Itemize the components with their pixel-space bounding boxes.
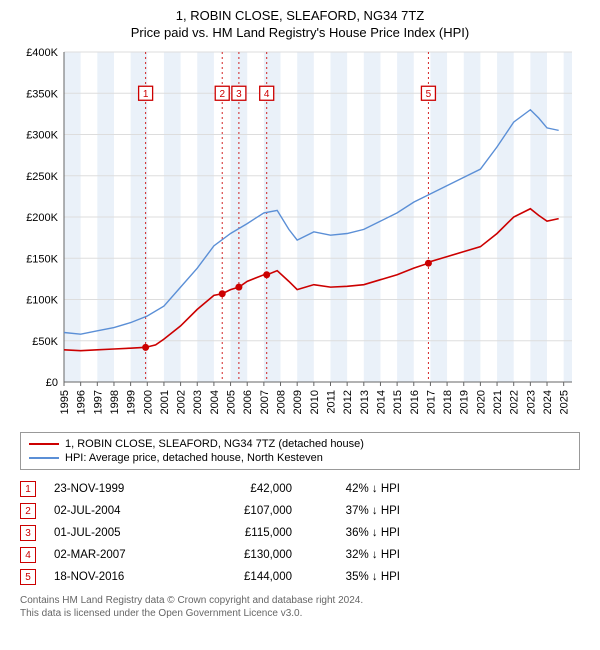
transaction-diff: 32% ↓ HPI xyxy=(310,549,400,561)
svg-text:£350K: £350K xyxy=(26,88,58,100)
svg-text:2010: 2010 xyxy=(309,390,321,414)
svg-text:£100K: £100K xyxy=(26,295,58,307)
svg-text:£250K: £250K xyxy=(26,171,58,183)
svg-text:2020: 2020 xyxy=(475,390,487,414)
svg-text:2006: 2006 xyxy=(242,390,254,414)
transaction-badge: 4 xyxy=(20,547,36,563)
legend: 1, ROBIN CLOSE, SLEAFORD, NG34 7TZ (deta… xyxy=(20,432,580,470)
svg-text:1998: 1998 xyxy=(109,390,121,414)
transaction-price: £107,000 xyxy=(202,505,292,517)
svg-text:2018: 2018 xyxy=(442,390,454,414)
title-address: 1, ROBIN CLOSE, SLEAFORD, NG34 7TZ xyxy=(10,8,590,23)
transaction-date: 02-JUL-2004 xyxy=(54,505,184,517)
transaction-price: £42,000 xyxy=(202,483,292,495)
svg-text:2012: 2012 xyxy=(342,390,354,414)
svg-text:2022: 2022 xyxy=(509,390,521,414)
svg-text:2003: 2003 xyxy=(192,390,204,414)
legend-label: 1, ROBIN CLOSE, SLEAFORD, NG34 7TZ (deta… xyxy=(65,438,364,450)
svg-text:2024: 2024 xyxy=(542,390,554,414)
transaction-badge: 5 xyxy=(20,569,36,585)
page-container: 1, ROBIN CLOSE, SLEAFORD, NG34 7TZ Price… xyxy=(0,0,600,650)
svg-text:2005: 2005 xyxy=(226,390,238,414)
legend-label: HPI: Average price, detached house, Nort… xyxy=(65,452,323,464)
transaction-badge: 3 xyxy=(20,525,36,541)
svg-text:2013: 2013 xyxy=(359,390,371,414)
transaction-badge: 2 xyxy=(20,503,36,519)
transaction-diff: 37% ↓ HPI xyxy=(310,505,400,517)
transaction-row: 2 02-JUL-2004 £107,000 37% ↓ HPI xyxy=(20,500,580,522)
svg-text:2011: 2011 xyxy=(325,390,337,414)
svg-text:1: 1 xyxy=(143,89,149,100)
transaction-date: 23-NOV-1999 xyxy=(54,483,184,495)
transaction-date: 01-JUL-2005 xyxy=(54,527,184,539)
svg-text:£50K: £50K xyxy=(32,336,58,348)
svg-text:2017: 2017 xyxy=(425,390,437,414)
svg-text:2016: 2016 xyxy=(409,390,421,414)
svg-text:2015: 2015 xyxy=(392,390,404,414)
svg-text:2008: 2008 xyxy=(276,390,288,414)
svg-text:2001: 2001 xyxy=(159,390,171,414)
svg-text:2000: 2000 xyxy=(142,390,154,414)
svg-text:1999: 1999 xyxy=(126,390,138,414)
transaction-row: 3 01-JUL-2005 £115,000 36% ↓ HPI xyxy=(20,522,580,544)
legend-item: 1, ROBIN CLOSE, SLEAFORD, NG34 7TZ (deta… xyxy=(29,437,571,451)
svg-text:2025: 2025 xyxy=(559,390,571,414)
transaction-price: £130,000 xyxy=(202,549,292,561)
svg-text:1996: 1996 xyxy=(76,390,88,414)
legend-swatch xyxy=(29,457,59,459)
transaction-row: 1 23-NOV-1999 £42,000 42% ↓ HPI xyxy=(20,478,580,500)
svg-text:1995: 1995 xyxy=(59,390,71,414)
transaction-price: £115,000 xyxy=(202,527,292,539)
legend-swatch xyxy=(29,443,59,445)
svg-text:£0: £0 xyxy=(46,377,58,389)
legend-item: HPI: Average price, detached house, Nort… xyxy=(29,451,571,465)
transaction-row: 4 02-MAR-2007 £130,000 32% ↓ HPI xyxy=(20,544,580,566)
svg-text:2002: 2002 xyxy=(176,390,188,414)
transaction-badge: 1 xyxy=(20,481,36,497)
svg-text:£200K: £200K xyxy=(26,212,58,224)
transaction-date: 18-NOV-2016 xyxy=(54,571,184,583)
transaction-row: 5 18-NOV-2016 £144,000 35% ↓ HPI xyxy=(20,566,580,588)
footer-line-1: Contains HM Land Registry data © Crown c… xyxy=(20,594,580,607)
svg-text:2004: 2004 xyxy=(209,390,221,414)
svg-text:2007: 2007 xyxy=(259,390,271,414)
transaction-diff: 36% ↓ HPI xyxy=(310,527,400,539)
svg-text:1997: 1997 xyxy=(92,390,104,414)
svg-text:2021: 2021 xyxy=(492,390,504,414)
svg-text:2009: 2009 xyxy=(292,390,304,414)
svg-text:£150K: £150K xyxy=(26,253,58,265)
transaction-diff: 42% ↓ HPI xyxy=(310,483,400,495)
chart: £0 £50K £100K £150K £200K £250K £300K £350K £400… xyxy=(20,46,580,426)
svg-text:£300K: £300K xyxy=(26,130,58,142)
footer-line-2: This data is licensed under the Open Gov… xyxy=(20,607,580,620)
footer-attribution: Contains HM Land Registry data © Crown c… xyxy=(20,594,580,620)
title-subtitle: Price paid vs. HM Land Registry's House … xyxy=(10,25,590,40)
svg-text:2019: 2019 xyxy=(459,390,471,414)
transaction-diff: 35% ↓ HPI xyxy=(310,571,400,583)
transaction-price: £144,000 xyxy=(202,571,292,583)
svg-text:2014: 2014 xyxy=(375,390,387,414)
svg-text:3: 3 xyxy=(236,89,242,100)
svg-text:£400K: £400K xyxy=(26,47,58,59)
svg-text:2: 2 xyxy=(219,89,225,100)
chart-svg: £0 £50K £100K £150K £200K £250K £300K £350K £400… xyxy=(20,46,580,426)
transaction-date: 02-MAR-2007 xyxy=(54,549,184,561)
svg-text:4: 4 xyxy=(264,89,270,100)
svg-text:2023: 2023 xyxy=(525,390,537,414)
transactions-table: 1 23-NOV-1999 £42,000 42% ↓ HPI 2 02-JUL-2004… xyxy=(20,478,580,588)
svg-text:5: 5 xyxy=(426,89,432,100)
